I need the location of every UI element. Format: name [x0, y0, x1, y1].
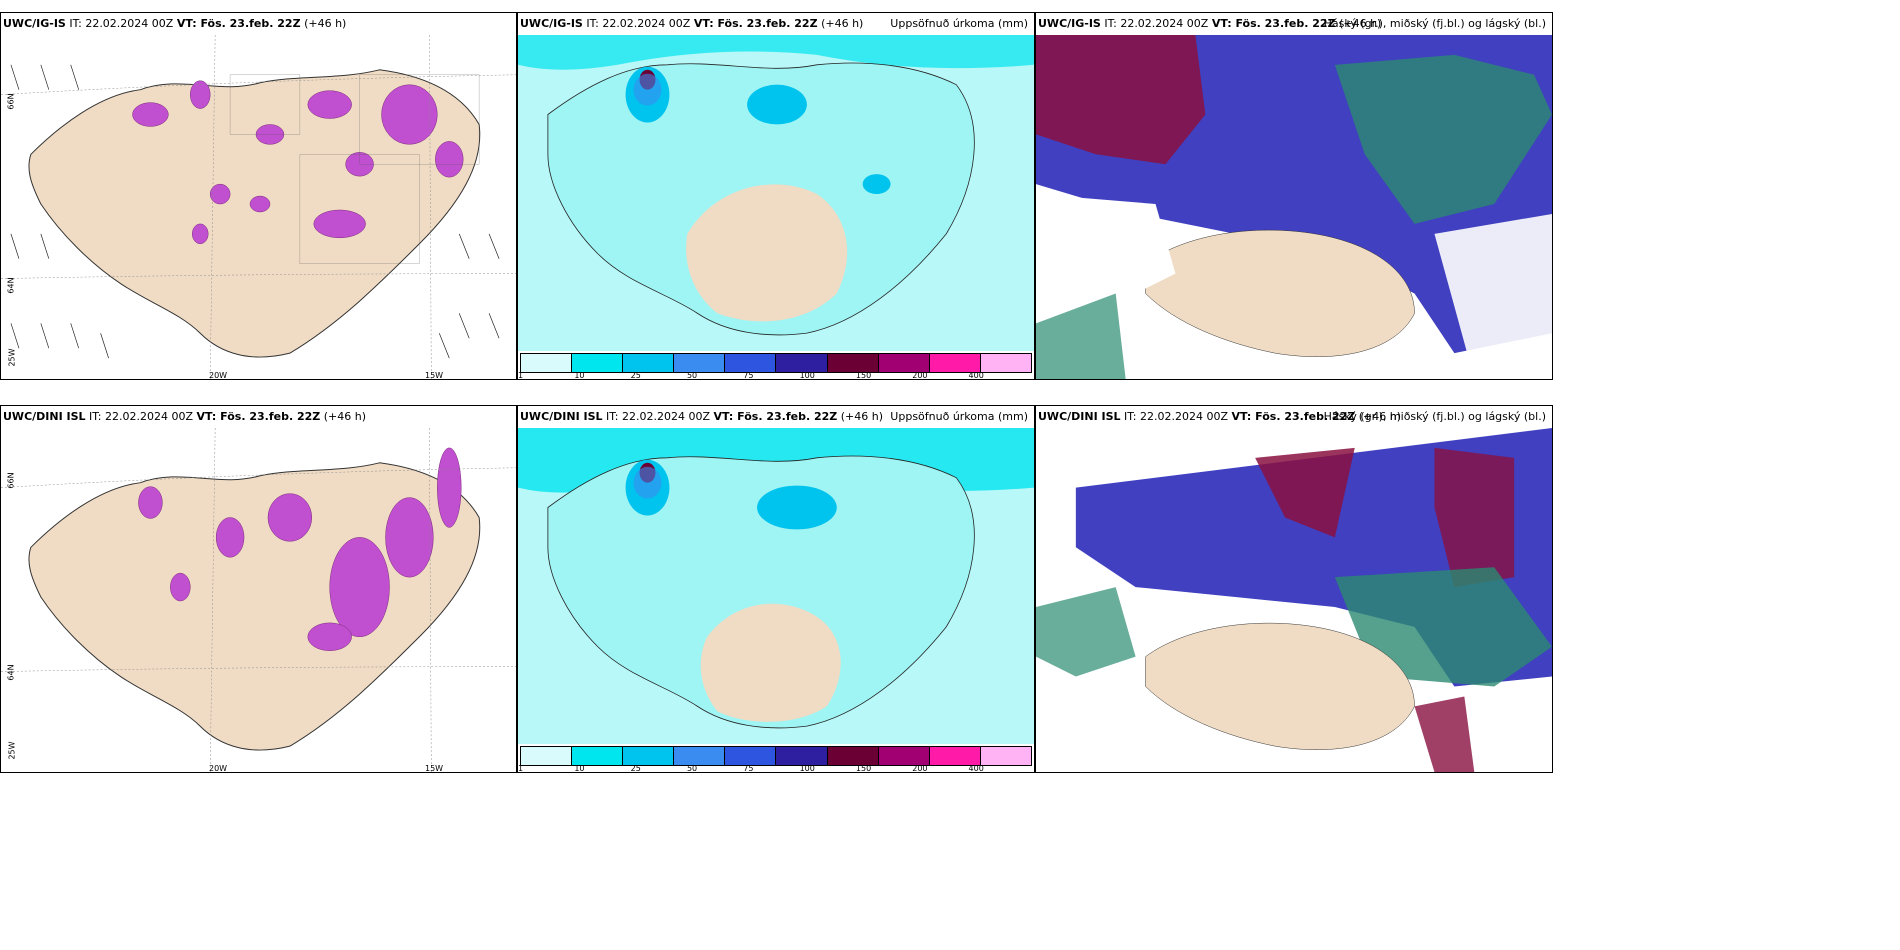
- precip-map: [518, 428, 1034, 744]
- panel-header: UWC/IG-IS IT: 22.02.2024 00Z VT: Fös. 23…: [518, 13, 1034, 35]
- colorbar-swatch: [674, 354, 726, 372]
- lon-20-label: 20W: [209, 764, 228, 773]
- panel-header: UWC/IG-IS IT: 22.02.2024 00Z VT: Fös. 23…: [1, 13, 516, 35]
- colorbar-tick: 1: [518, 371, 524, 380]
- lon-25-label: 25W: [7, 348, 17, 367]
- colorbar: 1 10 25 50 75 100 150 200 400: [518, 351, 1034, 379]
- colorbar-tick: 10: [574, 764, 585, 773]
- panel-dini-precip: UWC/DINI ISL IT: 22.02.2024 00Z VT: Fös.…: [517, 405, 1035, 773]
- colorbar-swatch: [878, 747, 930, 765]
- colorbar-swatch: [776, 354, 828, 372]
- panel-header: UWC/IG-IS IT: 22.02.2024 00Z VT: Fös. 23…: [1036, 13, 1552, 35]
- colorbar-swatch: [980, 747, 1031, 765]
- lat-66-label: 66N: [6, 93, 16, 110]
- cloud-map: [1036, 35, 1552, 379]
- colorbar-swatch: [725, 747, 777, 765]
- colorbar-tick: 150: [855, 371, 872, 380]
- colorbar-tick: 25: [630, 764, 641, 773]
- colorbar-swatch: [980, 354, 1031, 372]
- panel-header: UWC/DINI ISL IT: 22.02.2024 00Z VT: Fös.…: [518, 406, 1034, 428]
- panel-header: UWC/DINI ISL IT: 22.02.2024 00Z VT: Fös.…: [1, 406, 516, 428]
- colorbar-swatch: [623, 747, 675, 765]
- panel-ig-precip: UWC/IG-IS IT: 22.02.2024 00Z VT: Fös. 23…: [517, 12, 1035, 380]
- lon-15-label: 15W: [425, 764, 444, 773]
- wind-map: [1, 428, 516, 772]
- colorbar-tick: 100: [799, 371, 815, 380]
- colorbar-swatch: [776, 747, 828, 765]
- colorbar-swatch: [521, 354, 573, 372]
- wind-map: [1, 35, 516, 379]
- panel-header: UWC/DINI ISL IT: 22.02.2024 00Z VT: Fös.…: [1036, 406, 1552, 428]
- colorbar-tick: 25: [630, 371, 641, 380]
- colorbar-swatch: [521, 747, 573, 765]
- lat-66-label: 66N: [6, 472, 16, 489]
- lon-15-label: 15W: [425, 371, 444, 380]
- lon-25-label: 25W: [7, 741, 17, 760]
- colorbar-tick: 400: [968, 764, 984, 773]
- colorbar-swatch: [623, 354, 675, 372]
- precip-map: [518, 35, 1034, 351]
- colorbar-swatch: [572, 747, 624, 765]
- panel-ig-wind: UWC/IG-IS IT: 22.02.2024 00Z VT: Fös. 23…: [0, 12, 517, 380]
- colorbar-tick: 200: [912, 764, 928, 773]
- colorbar-tick: 1: [518, 764, 524, 773]
- colorbar-tick: 100: [799, 764, 815, 773]
- colorbar-swatch: [827, 354, 879, 372]
- panel-dini-clouds: UWC/DINI ISL IT: 22.02.2024 00Z VT: Fös.…: [1035, 405, 1553, 773]
- cloud-map: [1036, 428, 1552, 772]
- colorbar: 1 10 25 50 75 100 150 200 400: [518, 744, 1034, 772]
- lat-64-label: 64N: [6, 277, 16, 294]
- colorbar-tick: 10: [574, 371, 585, 380]
- colorbar-swatch: [572, 354, 624, 372]
- colorbar-tick: 50: [686, 764, 698, 773]
- colorbar-tick: 75: [743, 371, 754, 380]
- colorbar-tick: 50: [686, 371, 698, 380]
- colorbar-swatch: [725, 354, 777, 372]
- colorbar-swatch: [878, 354, 930, 372]
- panel-dini-wind: UWC/DINI ISL IT: 22.02.2024 00Z VT: Fös.…: [0, 405, 517, 773]
- colorbar-tick: 150: [855, 764, 872, 773]
- lat-64-label: 64N: [6, 664, 16, 681]
- colorbar-tick: 75: [743, 764, 754, 773]
- colorbar-swatch: [929, 354, 981, 372]
- lon-20-label: 20W: [209, 371, 228, 380]
- colorbar-swatch: [929, 747, 981, 765]
- panel-ig-clouds: UWC/IG-IS IT: 22.02.2024 00Z VT: Fös. 23…: [1035, 12, 1553, 380]
- colorbar-tick: 400: [968, 371, 984, 380]
- colorbar-swatch: [827, 747, 879, 765]
- colorbar-swatch: [674, 747, 726, 765]
- colorbar-tick: 200: [912, 371, 928, 380]
